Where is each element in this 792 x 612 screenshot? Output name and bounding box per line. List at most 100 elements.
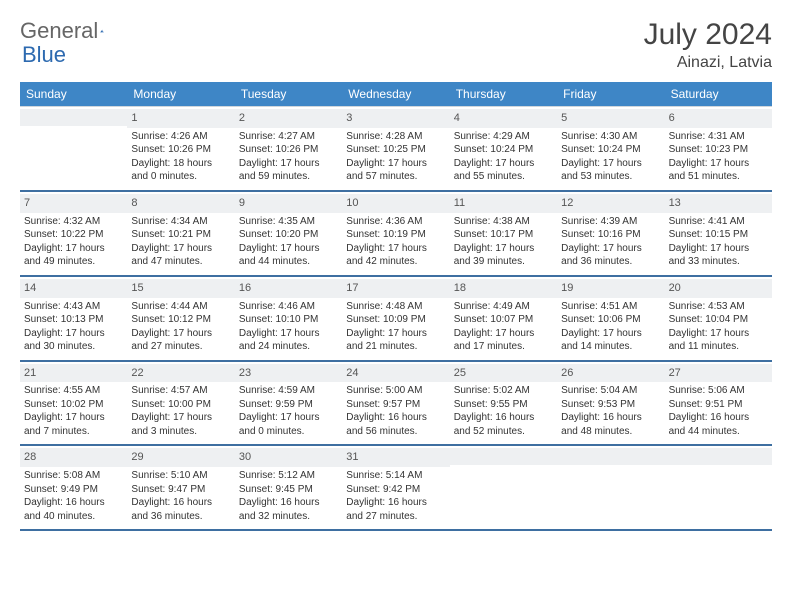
daylight-text: Daylight: 17 hours and 17 minutes.: [454, 327, 553, 354]
daylight-text: Daylight: 17 hours and 33 minutes.: [669, 242, 768, 269]
day-header-mon: Monday: [127, 82, 234, 106]
day-number: 24: [342, 364, 449, 383]
daylight-text: Daylight: 17 hours and 44 minutes.: [239, 242, 338, 269]
calendar-day: 3Sunrise: 4:28 AMSunset: 10:25 PMDayligh…: [342, 107, 449, 190]
calendar-day: 11Sunrise: 4:38 AMSunset: 10:17 PMDaylig…: [450, 192, 557, 275]
day-header-sun: Sunday: [20, 82, 127, 106]
sunrise-text: Sunrise: 4:28 AM: [346, 130, 445, 144]
header: General July 2024 Ainazi, Latvia: [20, 18, 772, 72]
sunrise-text: Sunrise: 4:44 AM: [131, 300, 230, 314]
calendar-week: 7Sunrise: 4:32 AMSunset: 10:22 PMDayligh…: [20, 192, 772, 277]
daylight-text: Daylight: 17 hours and 49 minutes.: [24, 242, 123, 269]
daylight-text: Daylight: 17 hours and 21 minutes.: [346, 327, 445, 354]
sunset-text: Sunset: 10:21 PM: [131, 228, 230, 242]
sunset-text: Sunset: 10:26 PM: [131, 143, 230, 157]
sunset-text: Sunset: 9:42 PM: [346, 483, 445, 497]
calendar-day: 4Sunrise: 4:29 AMSunset: 10:24 PMDayligh…: [450, 107, 557, 190]
day-number: 21: [20, 364, 127, 383]
sunset-text: Sunset: 10:20 PM: [239, 228, 338, 242]
calendar-week: 21Sunrise: 4:55 AMSunset: 10:02 PMDaylig…: [20, 362, 772, 447]
sunrise-text: Sunrise: 4:30 AM: [561, 130, 660, 144]
daylight-text: Daylight: 16 hours and 56 minutes.: [346, 411, 445, 438]
daylight-text: Daylight: 17 hours and 11 minutes.: [669, 327, 768, 354]
calendar-week: 28Sunrise: 5:08 AMSunset: 9:49 PMDayligh…: [20, 446, 772, 531]
sunrise-text: Sunrise: 4:46 AM: [239, 300, 338, 314]
day-number: 25: [450, 364, 557, 383]
sunrise-text: Sunrise: 4:49 AM: [454, 300, 553, 314]
sunset-text: Sunset: 10:24 PM: [561, 143, 660, 157]
day-number: 27: [665, 364, 772, 383]
logo-text-2: Blue: [22, 42, 66, 68]
sunset-text: Sunset: 9:57 PM: [346, 398, 445, 412]
day-number: 11: [450, 194, 557, 213]
calendar-day: 26Sunrise: 5:04 AMSunset: 9:53 PMDayligh…: [557, 362, 664, 445]
sunrise-text: Sunrise: 4:55 AM: [24, 384, 123, 398]
calendar-day: 1Sunrise: 4:26 AMSunset: 10:26 PMDayligh…: [127, 107, 234, 190]
calendar-day: [557, 446, 664, 529]
sunrise-text: Sunrise: 4:27 AM: [239, 130, 338, 144]
daylight-text: Daylight: 16 hours and 48 minutes.: [561, 411, 660, 438]
sunset-text: Sunset: 9:51 PM: [669, 398, 768, 412]
sunrise-text: Sunrise: 4:59 AM: [239, 384, 338, 398]
day-number: 2: [235, 109, 342, 128]
logo-text-1: General: [20, 18, 98, 44]
daylight-text: Daylight: 17 hours and 3 minutes.: [131, 411, 230, 438]
daylight-text: Daylight: 17 hours and 39 minutes.: [454, 242, 553, 269]
sunset-text: Sunset: 10:24 PM: [454, 143, 553, 157]
day-header-tue: Tuesday: [235, 82, 342, 106]
day-number: 16: [235, 279, 342, 298]
day-number: 7: [20, 194, 127, 213]
day-number: 15: [127, 279, 234, 298]
daylight-text: Daylight: 17 hours and 53 minutes.: [561, 157, 660, 184]
calendar-day: 24Sunrise: 5:00 AMSunset: 9:57 PMDayligh…: [342, 362, 449, 445]
day-number: 26: [557, 364, 664, 383]
location: Ainazi, Latvia: [644, 54, 772, 72]
calendar-day: 2 Sunrise: 4:27 AMSunset: 10:26 PMDayligh…: [235, 107, 342, 190]
calendar-day: 8Sunrise: 4:34 AMSunset: 10:21 PMDayligh…: [127, 192, 234, 275]
daylight-text: Daylight: 17 hours and 51 minutes.: [669, 157, 768, 184]
calendar-week: 14Sunrise: 4:43 AMSunset: 10:13 PMDaylig…: [20, 277, 772, 362]
daylight-text: Daylight: 17 hours and 57 minutes.: [346, 157, 445, 184]
day-number: 20: [665, 279, 772, 298]
sunrise-text: Sunrise: 4:41 AM: [669, 215, 768, 229]
calendar-day: 27Sunrise: 5:06 AMSunset: 9:51 PMDayligh…: [665, 362, 772, 445]
daylight-text: Daylight: 16 hours and 27 minutes.: [346, 496, 445, 523]
calendar-day: 15Sunrise: 4:44 AMSunset: 10:12 PMDaylig…: [127, 277, 234, 360]
calendar-day: 13Sunrise: 4:41 AMSunset: 10:15 PMDaylig…: [665, 192, 772, 275]
sunrise-text: Sunrise: 4:34 AM: [131, 215, 230, 229]
sunset-text: Sunset: 10:10 PM: [239, 313, 338, 327]
daylight-text: Daylight: 17 hours and 0 minutes.: [239, 411, 338, 438]
sunrise-text: Sunrise: 5:08 AM: [24, 469, 123, 483]
sunset-text: Sunset: 10:26 PM: [239, 143, 338, 157]
sunrise-text: Sunrise: 4:36 AM: [346, 215, 445, 229]
day-number: 18: [450, 279, 557, 298]
sunrise-text: Sunrise: 4:43 AM: [24, 300, 123, 314]
daylight-text: Daylight: 17 hours and 59 minutes.: [239, 157, 338, 184]
sunset-text: Sunset: 10:23 PM: [669, 143, 768, 157]
day-number: 6: [665, 109, 772, 128]
sunrise-text: Sunrise: 4:35 AM: [239, 215, 338, 229]
calendar-day: 5Sunrise: 4:30 AMSunset: 10:24 PMDayligh…: [557, 107, 664, 190]
sunset-text: Sunset: 10:16 PM: [561, 228, 660, 242]
calendar-day: 9Sunrise: 4:35 AMSunset: 10:20 PMDayligh…: [235, 192, 342, 275]
sunrise-text: Sunrise: 5:06 AM: [669, 384, 768, 398]
sunrise-text: Sunrise: 4:29 AM: [454, 130, 553, 144]
day-number: 17: [342, 279, 449, 298]
sunset-text: Sunset: 10:04 PM: [669, 313, 768, 327]
calendar-day: 18Sunrise: 4:49 AMSunset: 10:07 PMDaylig…: [450, 277, 557, 360]
daylight-text: Daylight: 17 hours and 36 minutes.: [561, 242, 660, 269]
daylight-text: Daylight: 16 hours and 44 minutes.: [669, 411, 768, 438]
calendar-day: 28Sunrise: 5:08 AMSunset: 9:49 PMDayligh…: [20, 446, 127, 529]
sunset-text: Sunset: 9:55 PM: [454, 398, 553, 412]
sunrise-text: Sunrise: 4:53 AM: [669, 300, 768, 314]
sunrise-text: Sunrise: 5:04 AM: [561, 384, 660, 398]
day-number: [450, 448, 557, 465]
day-number: 31: [342, 448, 449, 467]
sunrise-text: Sunrise: 4:48 AM: [346, 300, 445, 314]
sunset-text: Sunset: 10:22 PM: [24, 228, 123, 242]
sunrise-text: Sunrise: 4:31 AM: [669, 130, 768, 144]
daylight-text: Daylight: 17 hours and 27 minutes.: [131, 327, 230, 354]
sunset-text: Sunset: 10:19 PM: [346, 228, 445, 242]
sunrise-text: Sunrise: 4:39 AM: [561, 215, 660, 229]
sunrise-text: Sunrise: 5:02 AM: [454, 384, 553, 398]
